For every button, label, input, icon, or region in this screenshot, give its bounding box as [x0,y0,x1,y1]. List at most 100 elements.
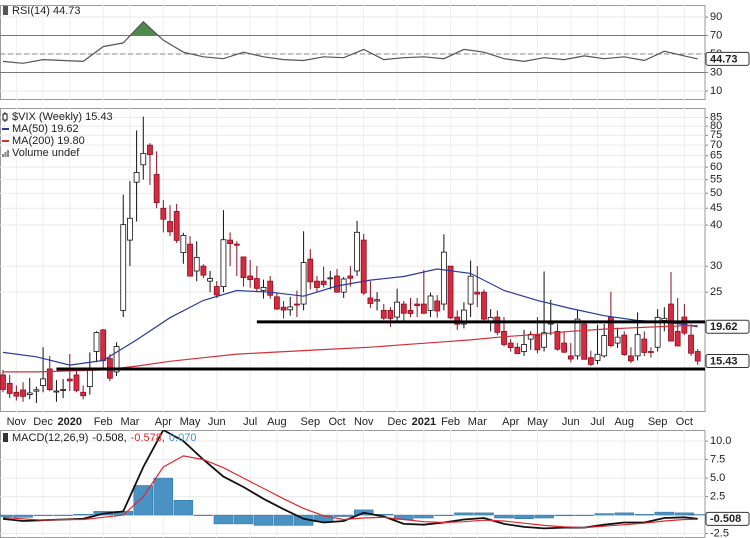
candle-up [93,332,100,352]
candle-up [467,275,474,305]
candle-down [227,239,234,245]
histogram-bar [594,513,614,516]
candle-down [253,278,260,289]
y-tick-label: 40 [710,219,722,231]
candle-up [220,239,227,287]
candle-up [654,316,661,348]
candle-down [507,342,514,349]
candle-down [688,334,694,354]
x-tick-label: Jul [243,416,257,428]
candle-down [387,310,394,319]
candle-up [634,334,641,357]
candle-down [434,300,441,312]
candle-down [554,330,561,350]
candle-down [494,316,501,333]
candle-up [287,306,294,311]
histogram-bar [634,514,655,516]
histogram-bar [494,514,514,519]
candle-up [661,317,668,321]
histogram-bar [414,514,434,519]
x-tick-label: Sep [300,416,320,428]
legend-label: Volume undef [12,147,80,159]
candle-down [320,280,327,285]
legend-label: RSI(14) 44.73 [12,5,80,17]
candle-down [501,330,507,345]
histogram-bar [253,514,274,526]
candle-up [440,251,447,305]
value-badge [705,354,750,369]
y-tick-label: -2.5 [710,527,729,538]
y-tick-label: 30 [710,66,722,78]
x-tick-label: Mar [120,416,139,428]
candle-down [641,338,648,353]
candle-up [40,378,46,386]
candle-up [33,389,40,392]
histogram-bar [153,477,174,516]
candle-down [173,211,180,241]
y-tick-label: 80 [710,120,722,132]
histogram-bar [434,514,454,516]
candle-down [581,323,588,360]
candle-down [481,291,487,320]
macd-line [2,455,698,529]
x-tick-label: Oct [676,416,693,428]
x-tick-label: Apr [502,416,519,428]
candle-down [621,334,628,355]
candle-down [694,351,701,362]
candle-down [360,239,367,294]
candle-up [574,318,581,357]
candle-down [167,221,173,233]
candle-down [648,351,654,353]
candle-down [400,303,407,314]
candle-down [100,329,107,362]
histogram-bar [654,511,675,516]
panel-frame [0,5,706,100]
overbought-area [3,21,698,36]
x-tick-label: Sep [648,416,668,428]
candle-down [674,330,681,347]
candle-down [160,207,167,220]
candle-down [213,286,220,296]
x-tick-label: Feb [441,416,460,428]
histogram-bar [233,514,254,525]
histogram-bar [687,514,705,516]
candle-up [521,344,527,352]
candle-up [120,224,127,311]
candle-down [414,303,421,307]
candle-down [347,275,354,279]
y-tick-label: 55 [710,173,722,185]
value-badge [705,319,750,334]
x-tick-label: Aug [267,416,287,428]
y-tick-label: 90 [710,11,722,23]
candle-down [273,296,280,310]
y-tick-label: 85 [710,111,722,123]
moving-average-line [2,268,698,366]
candle-down [280,306,287,311]
candle-down [294,303,300,306]
candle-up [133,172,140,183]
histogram-bar [674,512,695,516]
y-tick-label: 25 [710,286,722,298]
x-tick-label: Jun [562,416,580,428]
candle-down [13,391,20,397]
candle-up [193,257,200,272]
candle-down [73,374,80,391]
candle-down [153,174,160,204]
histogram-bar [474,512,494,516]
x-tick-label: 2021 [412,416,436,428]
candle-down [233,243,240,246]
y-tick-label: 30 [710,260,722,272]
candle-down [187,243,193,277]
histogram-bar [514,514,534,520]
candle-down [420,303,427,314]
y-tick-label: 70 [710,139,722,151]
value-badge [705,51,750,66]
y-tick-label: 65 [710,150,722,162]
histogram-bar [273,514,294,526]
value-badge-label: 44.73 [710,53,738,65]
histogram-bar [0,514,13,517]
y-tick-label: 5.0 [710,472,725,484]
legend-label: $VIX (Weekly) 15.43 [12,111,113,123]
candle-up [207,278,213,282]
candle-down [314,280,320,288]
